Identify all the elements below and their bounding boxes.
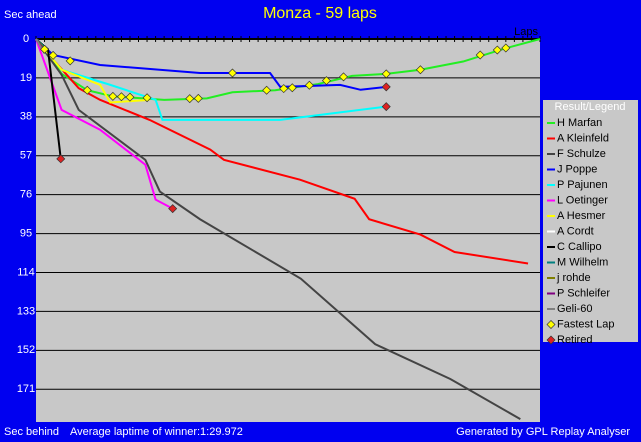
footer-right: Generated by GPL Replay Analyser bbox=[456, 426, 630, 438]
marker bbox=[381, 82, 391, 92]
marker bbox=[48, 50, 58, 60]
legend-label: F Schulze bbox=[557, 148, 606, 160]
legend-label: H Marfan bbox=[557, 117, 602, 129]
legend-label: A Hesmer bbox=[557, 210, 606, 222]
marker bbox=[381, 69, 391, 79]
y-label-top: Sec ahead bbox=[4, 9, 57, 21]
series-line bbox=[35, 38, 174, 210]
y-tick-label: 152 bbox=[17, 344, 35, 356]
legend-label: Retired bbox=[557, 334, 592, 346]
legend-label: Geli-60 bbox=[557, 303, 592, 315]
marker bbox=[108, 91, 118, 101]
y-tick-label: 171 bbox=[17, 383, 35, 395]
marker bbox=[193, 93, 203, 103]
marker bbox=[116, 92, 126, 102]
legend-label: A Cordt bbox=[557, 225, 594, 237]
legend-label: L Oetinger bbox=[557, 194, 608, 206]
marker bbox=[475, 50, 485, 60]
marker bbox=[125, 92, 135, 102]
y-tick-label: 19 bbox=[20, 72, 32, 84]
marker bbox=[321, 76, 331, 86]
y-tick-label: 133 bbox=[17, 305, 35, 317]
legend-label: M Wilhelm bbox=[557, 256, 608, 268]
marker bbox=[40, 44, 50, 54]
legend-label: j rohde bbox=[556, 272, 591, 284]
legend-label: Fastest Lap bbox=[557, 318, 614, 330]
legend-box bbox=[543, 100, 638, 342]
marker bbox=[287, 83, 297, 93]
x-label: Laps bbox=[514, 26, 538, 38]
marker bbox=[262, 85, 272, 95]
marker bbox=[501, 43, 511, 53]
marker bbox=[168, 204, 178, 214]
y-tick-label: 0 bbox=[23, 33, 29, 45]
legend-label: P Pajunen bbox=[557, 179, 608, 191]
marker bbox=[492, 45, 502, 55]
marker bbox=[185, 94, 195, 104]
y-tick-label: 76 bbox=[20, 189, 32, 201]
y-tick-label: 57 bbox=[20, 150, 32, 162]
series-line bbox=[35, 38, 529, 265]
legend-label: P Schleifer bbox=[557, 287, 610, 299]
marker bbox=[381, 102, 391, 112]
y-tick-label: 95 bbox=[20, 227, 32, 239]
footer-left: Average laptime of winner:1:29.972 bbox=[70, 426, 243, 438]
marker bbox=[546, 320, 556, 329]
y-label-bottom: Sec behind bbox=[4, 426, 59, 438]
series-line bbox=[35, 38, 521, 421]
marker bbox=[56, 154, 66, 164]
marker bbox=[142, 93, 152, 103]
marker bbox=[546, 335, 556, 345]
marker bbox=[82, 85, 92, 95]
y-tick-label: 114 bbox=[17, 266, 35, 278]
marker bbox=[304, 80, 314, 90]
chart-title: Monza - 59 laps bbox=[263, 5, 377, 22]
legend-label: C Callipo bbox=[557, 241, 602, 253]
legend-title: Result/Legend bbox=[555, 101, 626, 113]
legend-label: J Poppe bbox=[557, 163, 597, 175]
marker bbox=[339, 72, 349, 82]
marker bbox=[415, 65, 425, 75]
y-tick-label: 38 bbox=[20, 111, 32, 123]
marker bbox=[279, 84, 289, 94]
legend-label: A Kleinfeld bbox=[557, 132, 609, 144]
marker bbox=[227, 68, 237, 78]
marker bbox=[65, 56, 75, 66]
